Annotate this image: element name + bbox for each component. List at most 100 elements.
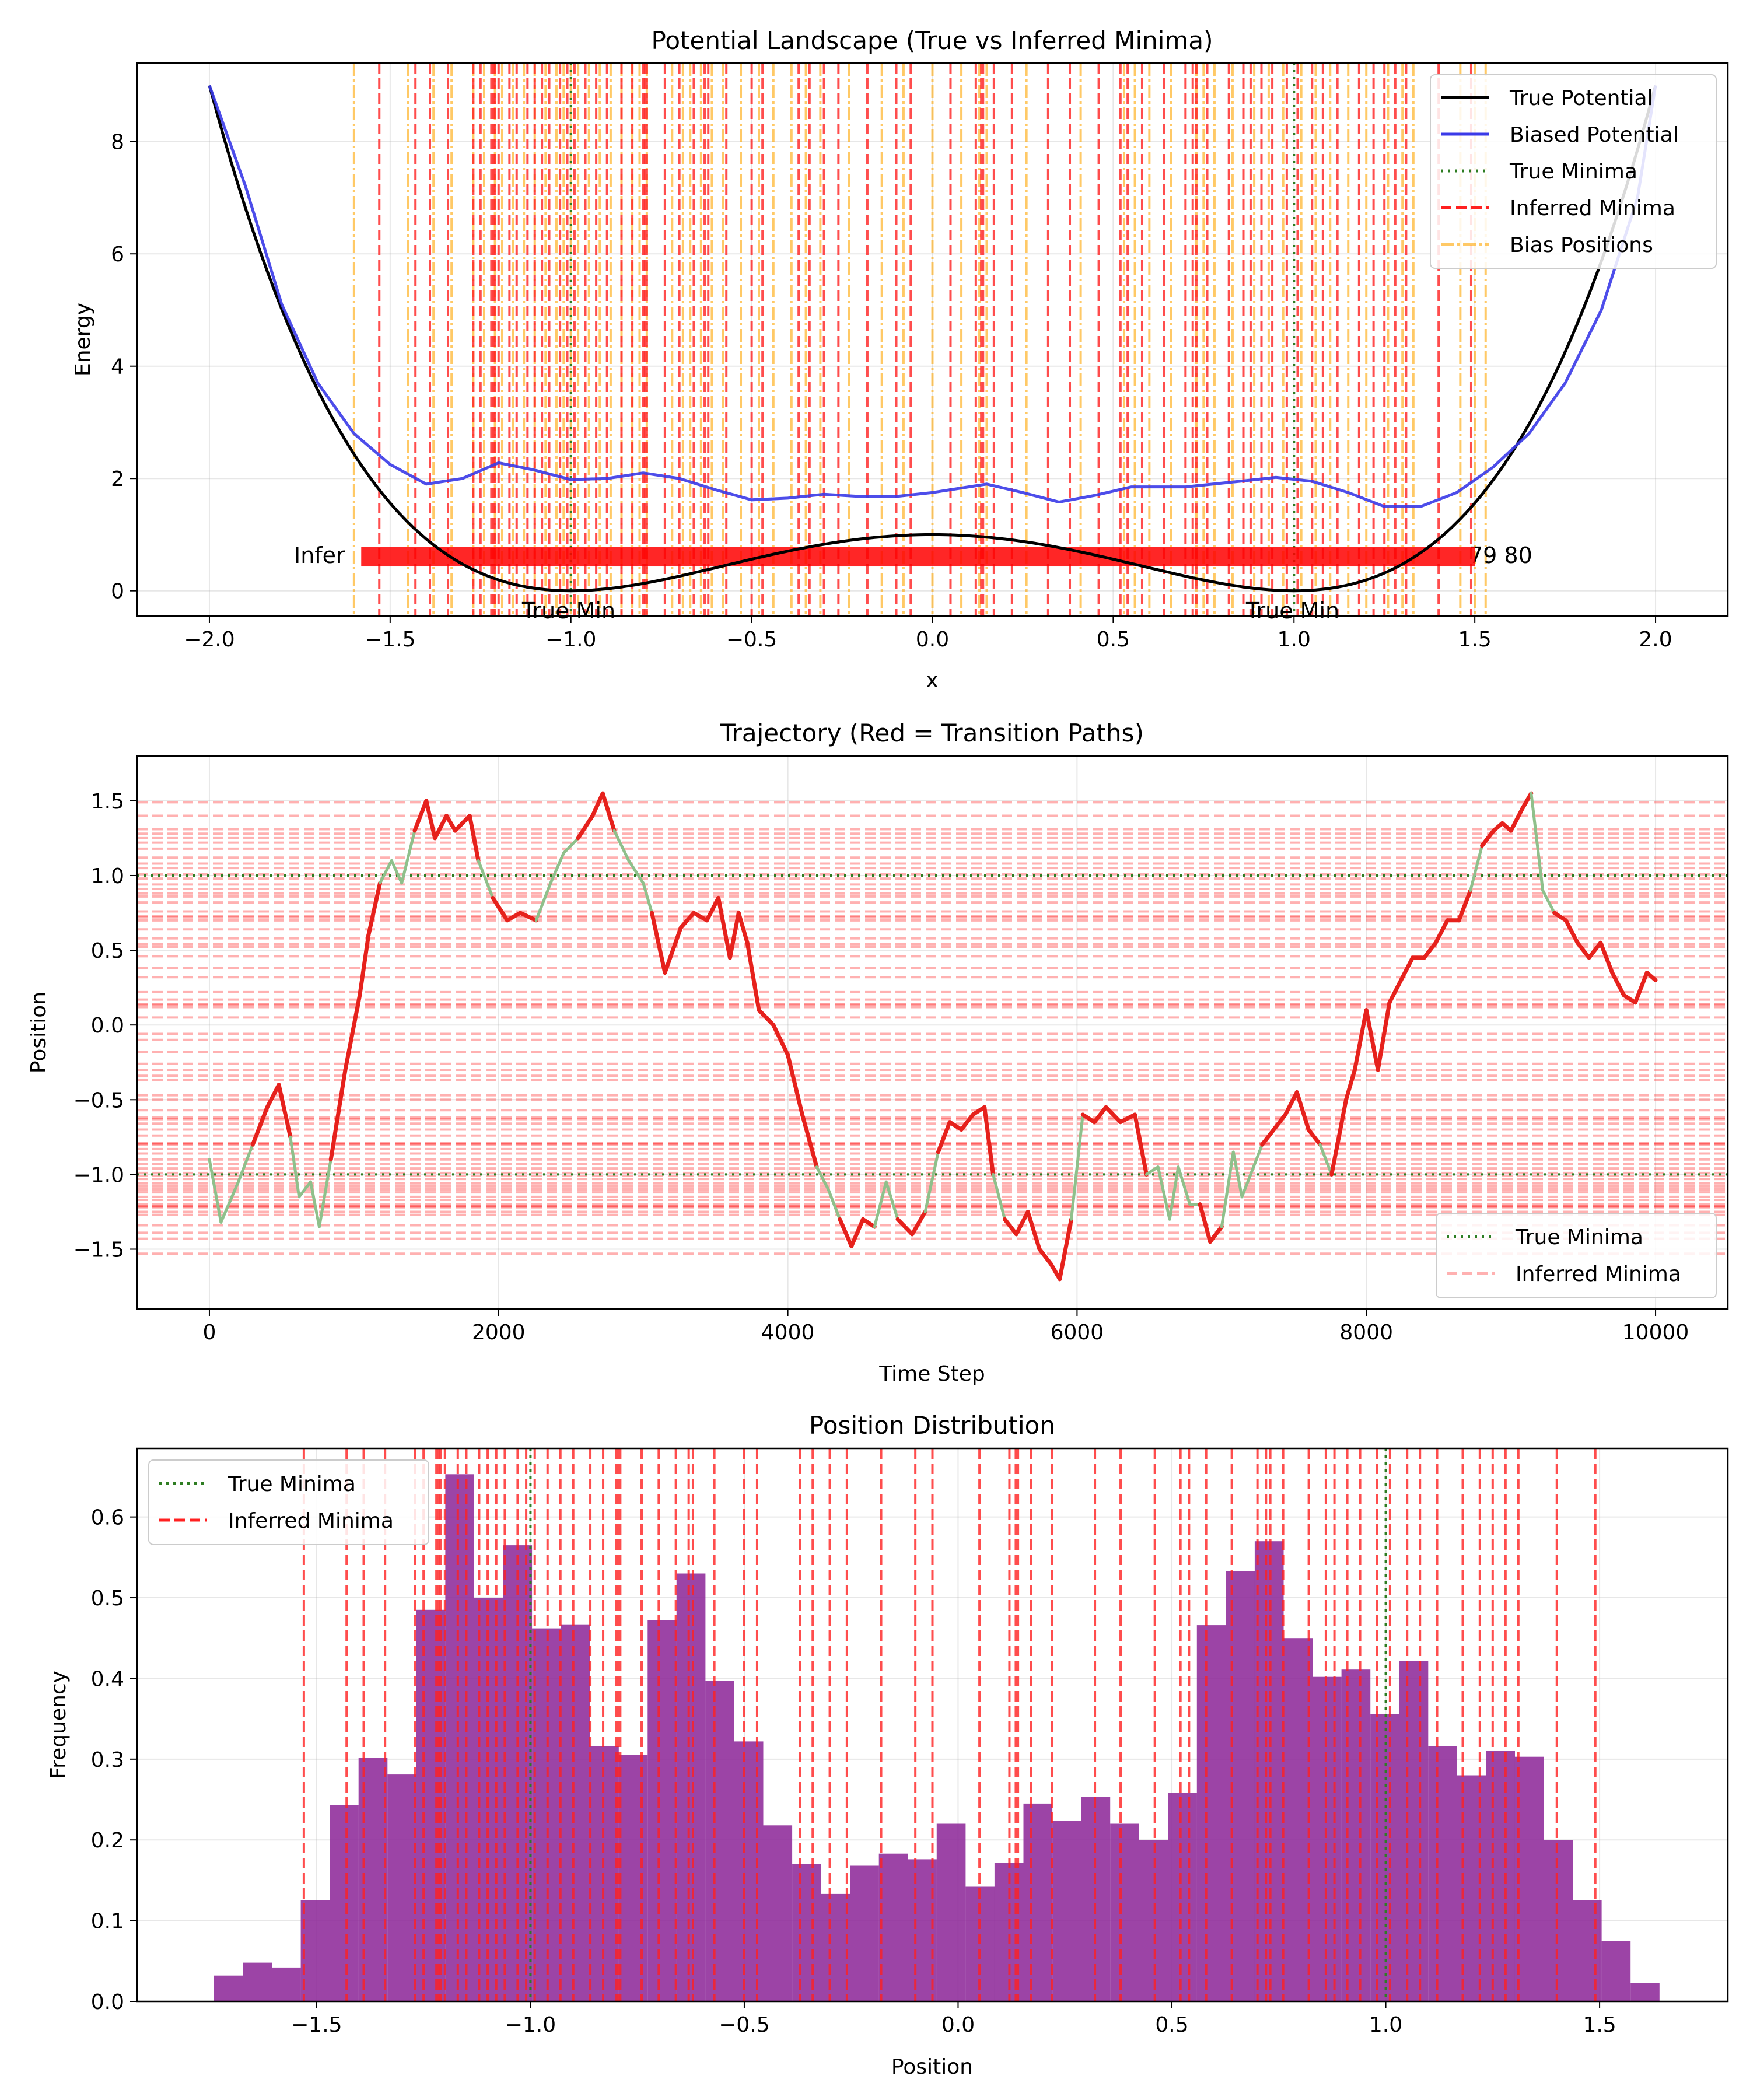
y-tick-label: 6 bbox=[111, 243, 124, 267]
trajectory-segment-transition bbox=[358, 933, 371, 998]
histogram-bar bbox=[330, 1805, 359, 2001]
panel1-title: Potential Landscape (True vs Inferred Mi… bbox=[652, 26, 1213, 55]
trajectory-segment-transition bbox=[691, 911, 709, 923]
trajectory-segment-transition bbox=[491, 895, 510, 923]
trajectory-segment-transition bbox=[745, 940, 761, 1013]
x-tick-label: 10000 bbox=[1622, 1321, 1689, 1345]
panel3-title: Position Distribution bbox=[809, 1411, 1055, 1440]
trajectory-segment-transition bbox=[1480, 828, 1496, 848]
histogram-bar bbox=[648, 1620, 677, 2001]
trajectory-segment-stable bbox=[627, 859, 645, 885]
trajectory-segment-transition bbox=[716, 895, 732, 960]
trajectory-segment-transition bbox=[1026, 1210, 1042, 1251]
histogram-bar bbox=[1630, 1983, 1660, 2001]
x-tick-label: 0.0 bbox=[916, 628, 949, 652]
y-tick-label: 0.5 bbox=[91, 939, 124, 963]
histogram-bar bbox=[1573, 1901, 1602, 2001]
trajectory-segment-stable bbox=[400, 829, 416, 885]
trajectory-segment-stable bbox=[992, 1172, 1006, 1221]
panel1-legend-box bbox=[1430, 74, 1717, 269]
histogram-bar bbox=[763, 1825, 793, 2001]
trajectory-segment-transition bbox=[1118, 1112, 1138, 1125]
panel1-annotations: Infer 79 80 True Min True Min bbox=[294, 542, 1532, 624]
panel-trajectory: Trajectory (Red = Transition Paths) 0 200… bbox=[27, 719, 1729, 1386]
x-tick-label: −1.0 bbox=[505, 2013, 556, 2037]
trajectory-segment-transition bbox=[727, 911, 741, 960]
x-tick-label: 2000 bbox=[472, 1321, 526, 1345]
y-tick-label: 0.5 bbox=[91, 1587, 124, 1611]
histogram-bar bbox=[243, 1962, 272, 2001]
trajectory-segment-transition bbox=[276, 1083, 293, 1139]
histogram-bar bbox=[705, 1681, 734, 2001]
trajectory-segment-transition bbox=[1198, 1202, 1212, 1244]
legend-label-true-potential: True Potential bbox=[1509, 86, 1653, 110]
trajectory-segment-transition bbox=[895, 1217, 915, 1237]
histogram-bar bbox=[878, 1853, 908, 2001]
trajectory-segment-stable bbox=[1070, 1113, 1084, 1221]
trajectory-segment-transition bbox=[328, 1068, 348, 1162]
x-tick-label: 1.5 bbox=[1458, 628, 1492, 652]
trajectory-segment-transition bbox=[424, 799, 438, 841]
trajectory-segment-transition bbox=[1133, 1112, 1149, 1177]
histogram-bar bbox=[1601, 1941, 1631, 2001]
trajectory-segment-transition bbox=[1644, 971, 1658, 982]
trajectory-segment-transition bbox=[600, 791, 617, 833]
y-tick-label: 0.0 bbox=[91, 1014, 124, 1038]
histogram-bar bbox=[676, 1573, 706, 2001]
histogram-bar bbox=[300, 1901, 330, 2001]
trajectory-segment-stable bbox=[298, 1180, 312, 1199]
x-tick-label: −0.5 bbox=[719, 2013, 769, 2037]
y-tick-label: 0.1 bbox=[91, 1910, 124, 1934]
histogram-bar bbox=[1023, 1803, 1053, 2001]
legend2-label-inferred-minima: Inferred Minima bbox=[1516, 1262, 1681, 1286]
trajectory-segment-transition bbox=[265, 1083, 281, 1110]
panel3-ticks: −1.5 −1.0 −0.5 0.0 0.5 1.0 1.5 0.0 0.1 0.2 0.3 0.4 0… bbox=[91, 1506, 1616, 2037]
histogram-bar bbox=[821, 1894, 850, 2001]
x-tick-label: −1.5 bbox=[291, 2013, 342, 2037]
x-tick-label: 1.5 bbox=[1583, 2013, 1616, 2037]
trajectory-segment-transition bbox=[1037, 1247, 1054, 1266]
trajectory-segment-stable bbox=[1220, 1150, 1235, 1228]
histogram-bar bbox=[445, 1474, 474, 2001]
trajectory-segment-transition bbox=[982, 1105, 996, 1177]
trajectory-segment-stable bbox=[549, 852, 565, 885]
trajectory-segment-transition bbox=[678, 911, 696, 930]
inferred-label-end: 79 80 bbox=[1469, 542, 1532, 568]
histogram-bar bbox=[1486, 1751, 1515, 2001]
histogram-bar bbox=[734, 1741, 764, 2001]
trajectory-segment-transition bbox=[800, 1112, 819, 1170]
trajectory-segment-stable bbox=[1469, 844, 1484, 892]
panel1-legend: True Potential Biased Potential True Min… bbox=[1430, 74, 1717, 269]
histogram-bar bbox=[1168, 1793, 1197, 2001]
trajectory-segment-transition bbox=[910, 1210, 928, 1237]
trajectory-segment-transition bbox=[412, 799, 429, 833]
trajectory-segment-transition bbox=[838, 1217, 854, 1248]
trajectory-segment-transition bbox=[663, 926, 683, 975]
trajectory-segment-stable bbox=[534, 881, 552, 922]
histogram-bar bbox=[1196, 1625, 1226, 2001]
panel3-legend-box bbox=[148, 1460, 429, 1545]
y-tick-label: 2 bbox=[111, 467, 124, 491]
trajectory-segment-stable bbox=[1541, 889, 1556, 915]
true-potential-curve bbox=[208, 85, 1657, 593]
trajectory-segment-transition bbox=[1344, 1068, 1357, 1102]
trajectory-segment-transition bbox=[1387, 978, 1404, 1005]
y-tick-label: 4 bbox=[111, 355, 124, 379]
trajectory-segment-stable bbox=[1177, 1166, 1192, 1206]
trajectory-segment-transition bbox=[705, 895, 721, 923]
histogram-bar bbox=[1544, 1840, 1573, 2001]
panel-position-distribution: Position Distribution −1.5 −1.0 −0.5 0.0 0.5… bbox=[47, 1411, 1729, 2079]
trajectory-segment-transition bbox=[1376, 1000, 1392, 1072]
trajectory-segment-stable bbox=[1144, 1166, 1160, 1176]
trajectory-segment-stable bbox=[1168, 1166, 1180, 1221]
trajectory-segment-transition bbox=[1260, 1128, 1276, 1147]
trajectory-segment-transition bbox=[1520, 791, 1534, 811]
y-tick-label: 0.2 bbox=[91, 1829, 124, 1853]
trajectory-segment-transition bbox=[453, 814, 472, 833]
trajectory-segment-transition bbox=[936, 1120, 952, 1154]
histogram-bar bbox=[1341, 1670, 1371, 2001]
y-tick-label: 0.0 bbox=[91, 1990, 124, 2014]
trajectory-segment-transition bbox=[849, 1217, 865, 1248]
y-tick-label: 0.6 bbox=[91, 1506, 124, 1530]
